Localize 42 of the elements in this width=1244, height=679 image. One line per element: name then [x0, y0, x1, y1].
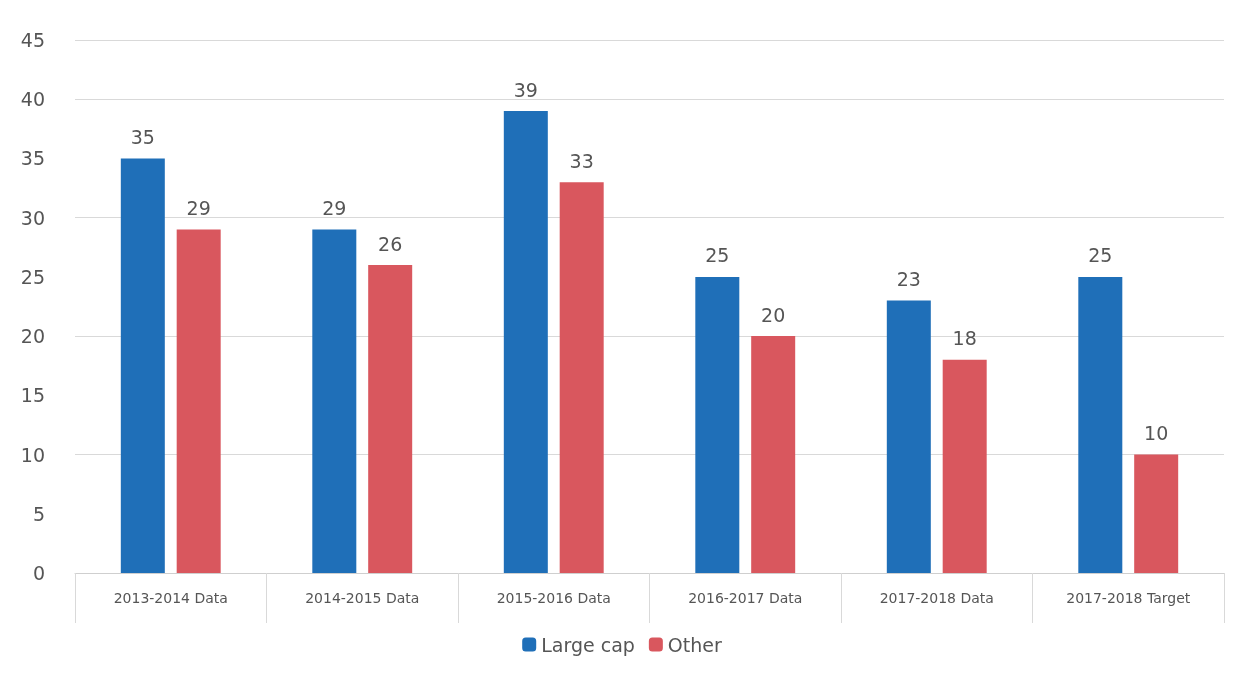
data-label: 18: [952, 327, 977, 350]
x-tick-label: 2015-2016 Data: [496, 590, 611, 606]
data-label: 26: [378, 232, 403, 255]
data-label: 39: [513, 78, 538, 101]
x-tick-label: 2013-2014 Data: [113, 590, 228, 606]
bar: [120, 158, 165, 573]
y-tick-label: 0: [32, 562, 45, 584]
data-label: 29: [322, 197, 347, 220]
data-label: 23: [896, 268, 921, 291]
y-tick-label: 40: [20, 88, 45, 111]
legend-label: Large cap: [541, 633, 635, 656]
bar: [886, 300, 931, 573]
x-tick-label: 2016-2017 Data: [688, 590, 803, 606]
y-tick-label: 10: [20, 443, 45, 466]
y-tick-label: 25: [20, 265, 45, 288]
data-label: 25: [705, 244, 730, 267]
data-label: 35: [130, 125, 155, 148]
y-tick-label: 5: [32, 502, 45, 525]
bar: [942, 359, 987, 573]
data-label: 10: [1144, 422, 1169, 445]
data-label: 25: [1088, 244, 1113, 267]
x-tick-label: 2017-2018 Target: [1066, 590, 1191, 606]
legend-label: Other: [667, 633, 722, 656]
data-label: 29: [186, 197, 211, 220]
bar: [368, 265, 413, 573]
bar: [312, 229, 357, 573]
bar: [559, 182, 604, 573]
bar: [1078, 276, 1123, 573]
y-tick-label: 20: [20, 325, 45, 348]
bar: [503, 111, 548, 573]
y-tick-label: 15: [20, 384, 45, 407]
bar: [695, 276, 740, 573]
bar: [1134, 454, 1179, 573]
bar: [751, 336, 796, 573]
y-tick-label: 35: [20, 147, 45, 170]
x-tick-label: 2014-2015 Data: [305, 590, 420, 606]
y-tick-label: 30: [20, 206, 45, 229]
x-tick-label: 2017-2018 Data: [879, 590, 994, 606]
data-label: 33: [569, 149, 594, 172]
y-tick-label: 45: [20, 29, 45, 51]
data-label: 20: [761, 303, 786, 326]
bar: [176, 229, 221, 573]
